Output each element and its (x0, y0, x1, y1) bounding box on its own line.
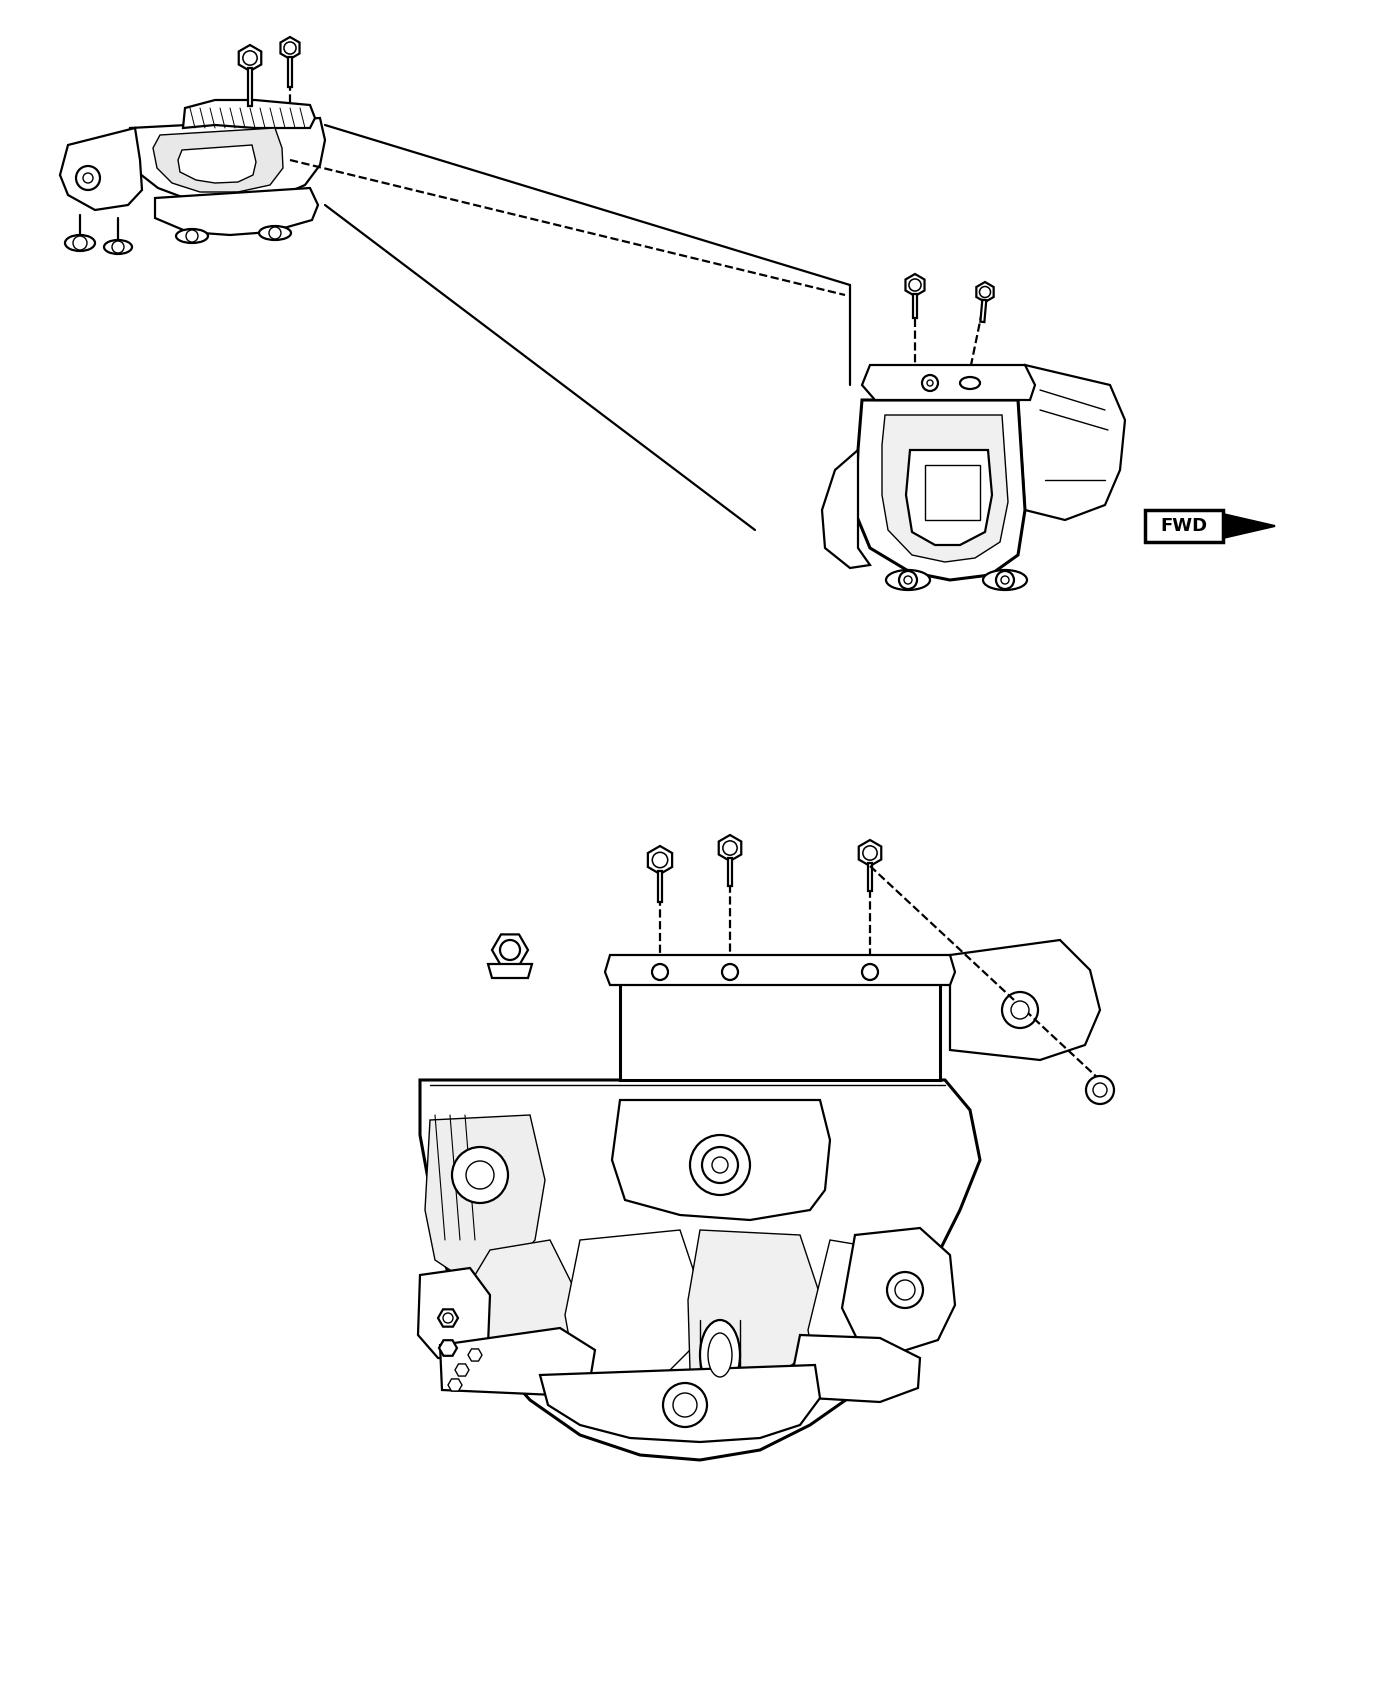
Circle shape (1011, 1001, 1029, 1018)
Polygon shape (239, 44, 262, 71)
Polygon shape (605, 955, 955, 984)
Polygon shape (792, 1334, 920, 1402)
Polygon shape (248, 68, 252, 105)
Circle shape (652, 852, 668, 867)
Polygon shape (426, 1115, 545, 1280)
Polygon shape (153, 128, 283, 192)
Circle shape (652, 964, 668, 979)
Circle shape (862, 847, 878, 860)
Polygon shape (280, 37, 300, 60)
Circle shape (888, 1272, 923, 1307)
Polygon shape (808, 1239, 910, 1401)
Bar (1145, 510, 1224, 542)
Circle shape (1002, 993, 1037, 1028)
Circle shape (442, 1312, 454, 1323)
Text: FWD: FWD (1161, 517, 1208, 536)
Circle shape (186, 230, 197, 241)
Polygon shape (155, 189, 318, 235)
Polygon shape (420, 1080, 980, 1460)
Circle shape (722, 964, 738, 979)
Polygon shape (906, 450, 993, 546)
Polygon shape (60, 128, 141, 211)
Circle shape (927, 381, 932, 386)
Bar (925, 466, 980, 520)
Circle shape (904, 576, 911, 585)
Polygon shape (862, 366, 1035, 400)
Polygon shape (855, 400, 1025, 580)
Polygon shape (868, 864, 872, 891)
Polygon shape (858, 840, 881, 865)
Polygon shape (882, 415, 1008, 563)
Polygon shape (980, 299, 986, 321)
Circle shape (1086, 1076, 1114, 1103)
Circle shape (690, 1136, 750, 1195)
Circle shape (899, 571, 917, 588)
Ellipse shape (104, 240, 132, 253)
Polygon shape (612, 1100, 830, 1221)
Polygon shape (566, 1231, 700, 1387)
Polygon shape (461, 1239, 580, 1380)
Ellipse shape (176, 230, 209, 243)
Circle shape (980, 287, 991, 298)
Polygon shape (440, 1340, 456, 1357)
Polygon shape (648, 847, 672, 874)
Polygon shape (687, 1231, 820, 1391)
Polygon shape (822, 450, 869, 568)
Polygon shape (540, 1365, 820, 1442)
Ellipse shape (700, 1319, 741, 1391)
Polygon shape (448, 1379, 462, 1391)
Circle shape (895, 1280, 916, 1300)
Circle shape (909, 279, 921, 291)
Circle shape (452, 1148, 508, 1204)
Polygon shape (658, 870, 662, 903)
Polygon shape (288, 56, 293, 87)
Polygon shape (127, 117, 325, 202)
Circle shape (713, 1158, 728, 1173)
Circle shape (664, 1384, 707, 1426)
Bar (620, 960, 939, 1080)
Polygon shape (1018, 366, 1126, 520)
Circle shape (284, 42, 295, 54)
Polygon shape (419, 1268, 490, 1360)
Ellipse shape (960, 377, 980, 389)
Circle shape (1001, 576, 1009, 585)
Polygon shape (178, 144, 256, 184)
Ellipse shape (259, 226, 291, 240)
Circle shape (466, 1161, 494, 1188)
Polygon shape (455, 1363, 469, 1375)
Polygon shape (491, 935, 528, 966)
Circle shape (76, 167, 99, 190)
Circle shape (722, 842, 738, 855)
Polygon shape (951, 940, 1100, 1061)
Ellipse shape (886, 570, 930, 590)
Polygon shape (1224, 513, 1275, 537)
Polygon shape (438, 1309, 458, 1326)
Circle shape (701, 1148, 738, 1183)
Circle shape (1093, 1083, 1107, 1096)
Circle shape (862, 964, 878, 979)
Polygon shape (183, 100, 315, 128)
Circle shape (112, 241, 125, 253)
Ellipse shape (708, 1333, 732, 1377)
Polygon shape (718, 835, 741, 860)
Polygon shape (976, 282, 994, 303)
Polygon shape (468, 1348, 482, 1362)
Circle shape (995, 571, 1014, 588)
Ellipse shape (983, 570, 1028, 590)
Polygon shape (913, 294, 917, 318)
Circle shape (500, 940, 519, 960)
Polygon shape (440, 1328, 595, 1396)
Polygon shape (841, 1227, 955, 1352)
Circle shape (269, 228, 281, 240)
Ellipse shape (64, 235, 95, 252)
Circle shape (83, 173, 92, 184)
Polygon shape (728, 858, 732, 886)
Polygon shape (906, 274, 924, 296)
Circle shape (242, 51, 258, 65)
Circle shape (923, 376, 938, 391)
Circle shape (673, 1392, 697, 1418)
Polygon shape (489, 964, 532, 977)
Circle shape (73, 236, 87, 250)
